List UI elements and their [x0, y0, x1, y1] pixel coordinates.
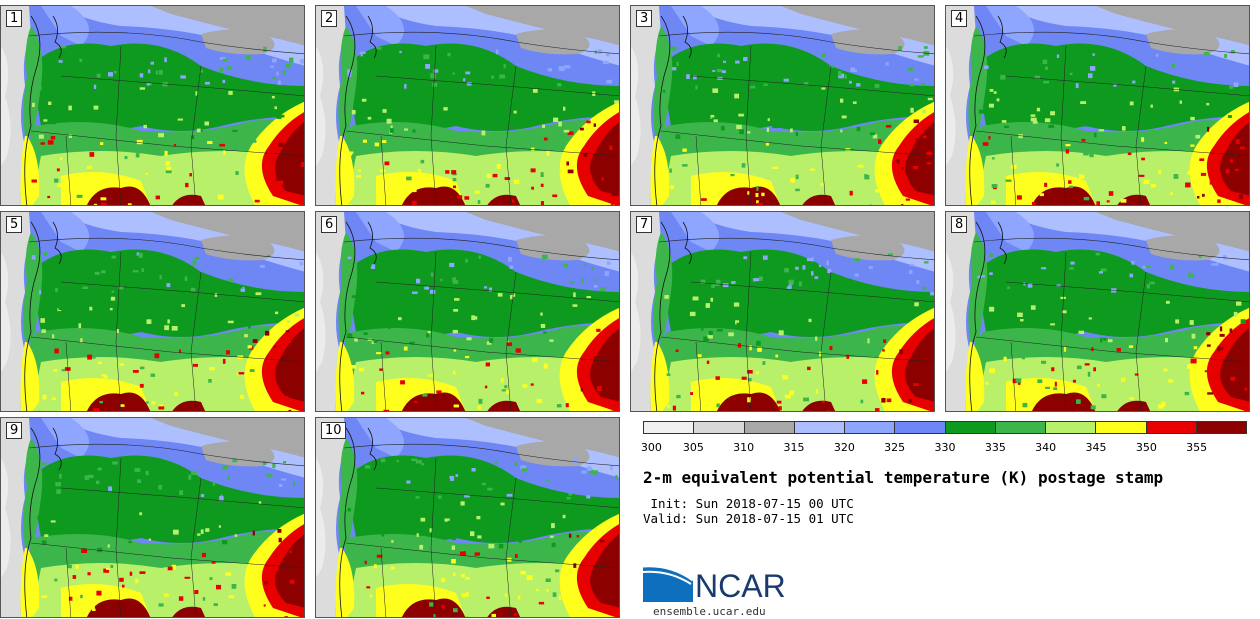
colorbar-swatch — [744, 422, 795, 433]
postage-stamp-map: 1 — [0, 5, 305, 206]
colorbar-tick-label: 300 — [640, 441, 662, 454]
ncar-logo-icon — [643, 564, 694, 602]
stamp-number: 8 — [951, 216, 968, 233]
colorbar-swatch — [1196, 422, 1246, 433]
colorbar-tick-label: 305 — [682, 441, 704, 454]
colorbar-swatch — [794, 422, 845, 433]
logo-text: NCAR — [695, 568, 786, 604]
postage-stamp-map: 4 — [945, 5, 1250, 206]
stamp-number: 3 — [636, 10, 653, 27]
stamp-number: 2 — [321, 10, 338, 27]
colorbar-tick-label: 325 — [884, 441, 906, 454]
colorbar-swatch — [845, 422, 896, 433]
stamp-number: 4 — [951, 10, 968, 27]
site-url: ensemble.ucar.edu — [653, 605, 766, 618]
colorbar-tick-label: 320 — [833, 441, 855, 454]
postage-stamp-map: 8 — [945, 211, 1250, 412]
colorbar-swatch — [644, 422, 695, 433]
colorbar-swatch — [995, 422, 1046, 433]
colorbar — [643, 421, 1247, 434]
postage-stamp-map: 9 — [0, 417, 305, 618]
colorbar-swatch — [895, 422, 946, 433]
valid-time: Valid: Sun 2018-07-15 01 UTC — [643, 511, 854, 526]
colorbar-tick-label: 310 — [733, 441, 755, 454]
figure-title: 2-m equivalent potential temperature (K)… — [643, 468, 1164, 487]
stamp-number: 7 — [636, 216, 653, 233]
colorbar-swatch — [1146, 422, 1197, 433]
stamp-number: 9 — [6, 422, 23, 439]
stamp-number: 10 — [321, 422, 346, 439]
stamp-number: 5 — [6, 216, 23, 233]
colorbar-swatch — [1046, 422, 1097, 433]
stamp-number: 1 — [6, 10, 23, 27]
colorbar-tick-label: 340 — [1035, 441, 1057, 454]
postage-stamp-map: 2 — [315, 5, 620, 206]
colorbar-tick-label: 330 — [934, 441, 956, 454]
postage-stamp-map: 3 — [630, 5, 935, 206]
colorbar-tick-label: 350 — [1135, 441, 1157, 454]
colorbar-tick-label: 355 — [1186, 441, 1208, 454]
colorbar-ticks: 300 305 310 315 320 325 330 335 340 345 350 355 — [640, 441, 1247, 455]
postage-stamp-map: 5 — [0, 211, 305, 412]
stamp-number: 6 — [321, 216, 338, 233]
colorbar-swatch — [945, 422, 996, 433]
colorbar-tick-label: 345 — [1085, 441, 1107, 454]
colorbar-swatch — [694, 422, 745, 433]
postage-stamp-map: 7 — [630, 211, 935, 412]
colorbar-swatch — [1096, 422, 1147, 433]
postage-stamp-map: 10 — [315, 417, 620, 618]
colorbar-tick-label: 315 — [783, 441, 805, 454]
init-time: Init: Sun 2018-07-15 00 UTC — [643, 496, 854, 511]
postage-stamp-map: 6 — [315, 211, 620, 412]
colorbar-tick-label: 335 — [984, 441, 1006, 454]
